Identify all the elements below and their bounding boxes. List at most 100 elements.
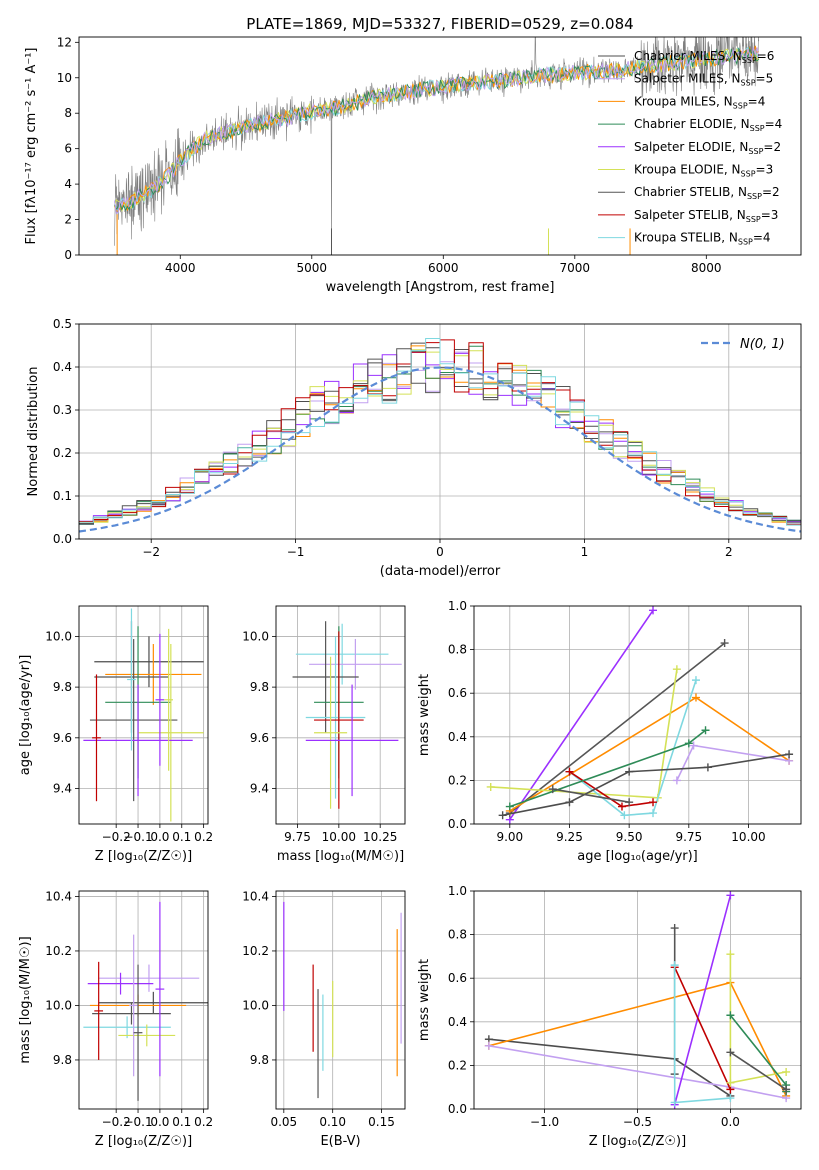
tick-label-y: 9.8	[250, 680, 269, 694]
tick-label-y: 0.2	[448, 1058, 467, 1072]
tick-label-x: 1	[581, 545, 589, 559]
axes-frame	[78, 605, 209, 825]
weight-line	[509, 609, 654, 821]
weight-marker	[785, 750, 794, 759]
axes-frame	[275, 890, 406, 1110]
tick-label-y: 0.4	[53, 360, 72, 374]
weight-marker	[726, 1078, 735, 1087]
legend-value: =2	[763, 140, 781, 154]
weight-marker	[565, 798, 574, 807]
tick-label-y: 10.0	[242, 629, 269, 643]
weight-marker	[726, 950, 735, 959]
x-axis-label: wavelength [Angstrom, rest frame]	[326, 280, 555, 295]
tick-label-y: 4	[64, 177, 72, 191]
tick-label-x: 0.15	[368, 1115, 395, 1129]
plot-area	[83, 901, 208, 1101]
legend-text: Kroupa MILES, N	[634, 94, 733, 108]
weight-marker	[726, 1094, 735, 1103]
legend-entry: Chabrier MILES, NSSP=6	[634, 49, 774, 65]
weight-marker	[782, 1085, 791, 1094]
weight-marker	[649, 798, 658, 807]
x-axis-label: age [log₁₀(age/yr)]	[577, 849, 698, 864]
tick-label-x: −0.1	[123, 830, 152, 844]
x-axis-label: Z [log₁₀(Z/Z☉)]	[589, 1134, 686, 1149]
tick-label-x: 9.75	[284, 830, 311, 844]
weight-line	[729, 1051, 787, 1091]
plot-area	[114, 37, 760, 255]
tick-label-y: 9.4	[250, 782, 269, 796]
y-axis-label: mass weight	[417, 674, 432, 756]
weight-line	[673, 895, 732, 1105]
tick-label-y: 9.8	[53, 1053, 72, 1067]
tick-label-x: 9.50	[616, 830, 643, 844]
tick-label-y: 9.8	[53, 680, 72, 694]
tick-label-y: 0.6	[448, 686, 467, 700]
tick-label-y: 10.0	[242, 998, 269, 1012]
weight-marker	[625, 798, 634, 807]
histogram-step	[79, 338, 801, 526]
weight-marker	[672, 776, 681, 785]
legend-entry: N(0, 1)	[740, 337, 785, 352]
tick-label-x: 0.0	[721, 1115, 740, 1129]
tick-label-y: 6	[64, 142, 72, 156]
plot-area	[283, 901, 402, 1099]
axes-weight_vs_Z: −1.0 −0.5 0.0 0.0 0.2 0.4 0.6 0.8 1.0 Z [log₁₀(Z/…	[417, 884, 802, 1149]
legend-subscript: SSP	[741, 170, 756, 179]
tick-label-y: 10	[57, 71, 72, 85]
legend-entry: Chabrier STELIB, NSSP=2	[634, 185, 780, 201]
tick-label-y: 0.8	[448, 643, 467, 657]
legend-subscript: SSP	[738, 238, 753, 247]
tick-label-x: 9.00	[496, 830, 523, 844]
weight-marker	[670, 1098, 679, 1107]
legend-entry: Salpeter STELIB, NSSP=3	[634, 208, 778, 224]
tick-label-y: 0.2	[448, 773, 467, 787]
legend-entry: Kroupa STELIB, NSSP=4	[634, 231, 771, 247]
weight-line	[673, 966, 732, 1090]
tick-label-y: 0	[64, 248, 72, 262]
legend-text: Salpeter ELODIE, N	[634, 140, 748, 154]
tick-label-x: 10.00	[322, 830, 356, 844]
tick-label-y: 0.4	[448, 1015, 467, 1029]
legend-value: =3	[756, 163, 774, 177]
weight-marker	[498, 811, 507, 820]
axes-mass_vs_EBV: 0.05 0.10 0.15 9.8 10.0 10.2 10.4 E(B-V)	[242, 889, 406, 1149]
tick-label-y: 0.8	[448, 928, 467, 942]
tick-label-x: 0.1	[172, 830, 191, 844]
tick-label-x: 2	[725, 545, 733, 559]
tick-label-y: 1.0	[448, 599, 467, 613]
legend-value: =4	[765, 117, 783, 131]
tick-label-y: 10.0	[45, 998, 72, 1012]
tick-label-x: 0.1	[172, 1115, 191, 1129]
tick-label-y: 10.4	[242, 889, 269, 903]
axes-residuals: −2 −1 0 1 2 0.0 0.1 0.2 0.3 0.4 0.5 (data-model)/er…	[26, 317, 802, 579]
tick-label-x: 0.05	[270, 1115, 297, 1129]
normal-curve	[79, 366, 801, 533]
tick-label-y: 0.5	[53, 317, 72, 331]
legend-subscript: SSP	[741, 79, 756, 88]
tick-label-y: 9.4	[53, 782, 72, 796]
weight-marker	[684, 739, 693, 748]
tick-label-y: 0.0	[448, 817, 467, 831]
weight-marker	[672, 665, 681, 674]
legend-value: =2	[762, 185, 780, 199]
legend-entry: Salpeter ELODIE, NSSP=2	[634, 140, 781, 156]
weight-marker	[726, 891, 735, 900]
spectrum-model-line	[114, 47, 760, 214]
tick-label-x: 9.75	[675, 830, 702, 844]
weight-marker	[701, 726, 710, 735]
legend-text: Chabrier MILES, N	[634, 49, 742, 63]
tick-label-y: 8	[64, 106, 72, 120]
legend-subscript: SSP	[742, 56, 757, 65]
tick-label-y: 10.4	[45, 889, 72, 903]
tick-label-y: 0.6	[448, 971, 467, 985]
weight-line	[569, 679, 697, 817]
axes-frame	[275, 605, 406, 825]
tick-label-y: 10.0	[45, 629, 72, 643]
tick-label-x: 0.0	[150, 830, 169, 844]
axes-frame	[78, 890, 209, 1110]
weight-marker	[565, 767, 574, 776]
legend-entry: Chabrier ELODIE, NSSP=4	[634, 117, 782, 133]
weight-marker	[649, 606, 658, 615]
